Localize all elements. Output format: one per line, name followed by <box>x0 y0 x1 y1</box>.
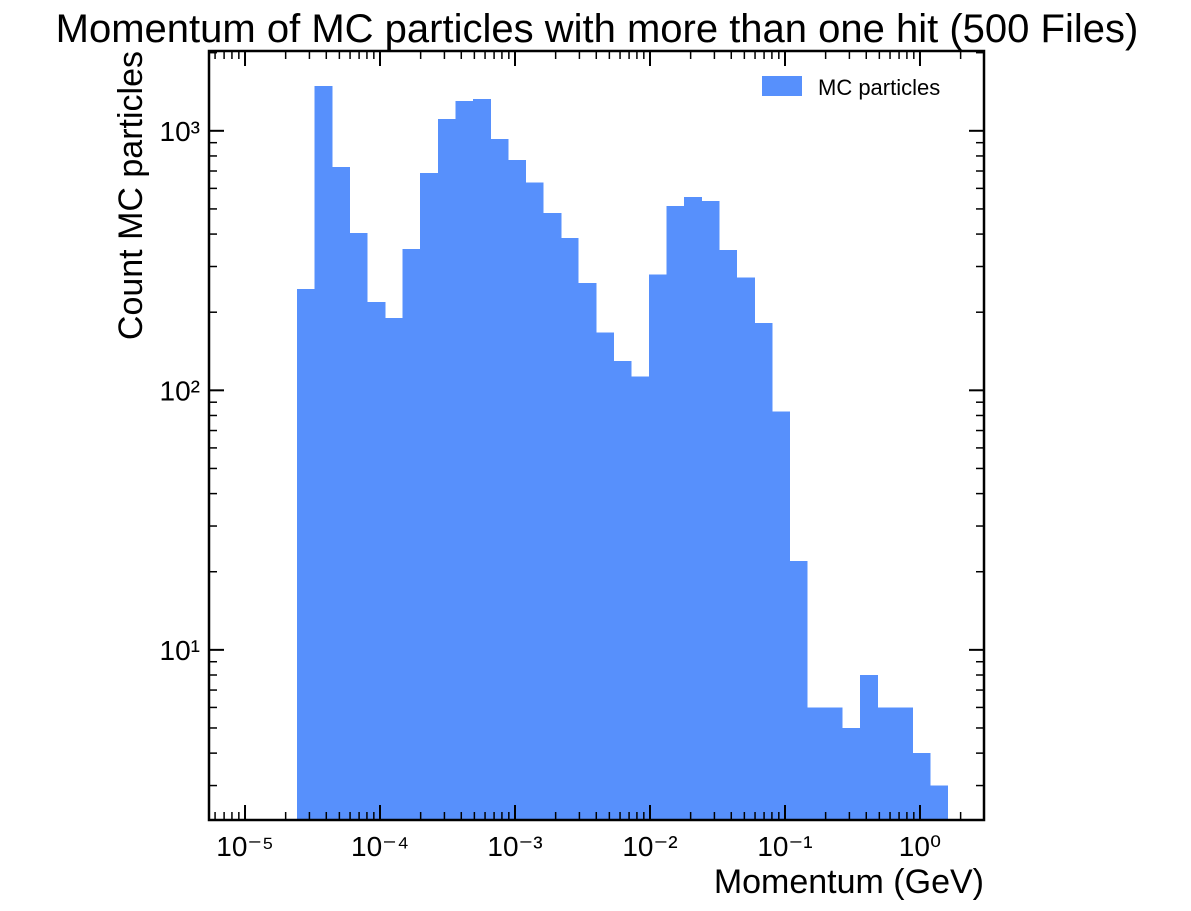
bar <box>754 322 773 820</box>
bar <box>332 166 351 820</box>
bar <box>912 753 931 820</box>
bar <box>648 274 667 820</box>
bar <box>824 707 843 820</box>
x-tick-label: 10⁻¹ <box>757 831 812 862</box>
bar <box>842 727 861 820</box>
bar <box>789 560 808 820</box>
bar <box>349 232 368 820</box>
bar <box>472 98 491 820</box>
bar <box>560 237 579 820</box>
y-axis-label: Count MC particles <box>112 51 150 340</box>
bar <box>613 360 632 820</box>
x-axis-label: Momentum (GeV) <box>714 863 984 901</box>
bar <box>930 785 949 820</box>
bar <box>772 411 790 820</box>
bar <box>455 100 474 820</box>
bar <box>666 205 685 820</box>
x-tick-label: 10⁻⁴ <box>351 831 409 862</box>
bar <box>367 301 386 820</box>
legend-label: MC particles <box>818 75 940 100</box>
bar <box>596 332 614 820</box>
bar <box>578 283 597 821</box>
bar <box>525 182 544 820</box>
chart-title: Momentum of MC particles with more than … <box>56 7 1139 51</box>
plot-frame <box>207 49 986 822</box>
bar <box>860 675 878 820</box>
bar <box>684 196 702 820</box>
bar <box>490 138 509 820</box>
bar <box>314 85 333 821</box>
bar <box>437 118 456 821</box>
bar <box>719 249 738 821</box>
y-tick-label: 10¹ <box>160 635 200 666</box>
bar <box>895 707 914 820</box>
bar <box>631 376 650 820</box>
x-tick-label: 10⁰ <box>899 831 941 862</box>
bar <box>877 707 896 820</box>
bar <box>701 200 720 821</box>
bar <box>420 172 439 821</box>
x-tick-label: 10⁻⁵ <box>216 831 274 862</box>
bar <box>402 248 421 821</box>
bar <box>297 288 315 821</box>
x-tick-label: 10⁻² <box>622 831 677 862</box>
x-tick-label: 10⁻³ <box>487 831 542 862</box>
bar <box>807 707 826 820</box>
y-tick-label: 10³ <box>160 116 200 147</box>
bar <box>385 317 403 820</box>
bar <box>543 212 562 820</box>
bar <box>508 159 526 821</box>
bar <box>736 277 755 820</box>
legend-swatch <box>762 76 802 96</box>
y-tick-label: 10² <box>160 375 200 406</box>
